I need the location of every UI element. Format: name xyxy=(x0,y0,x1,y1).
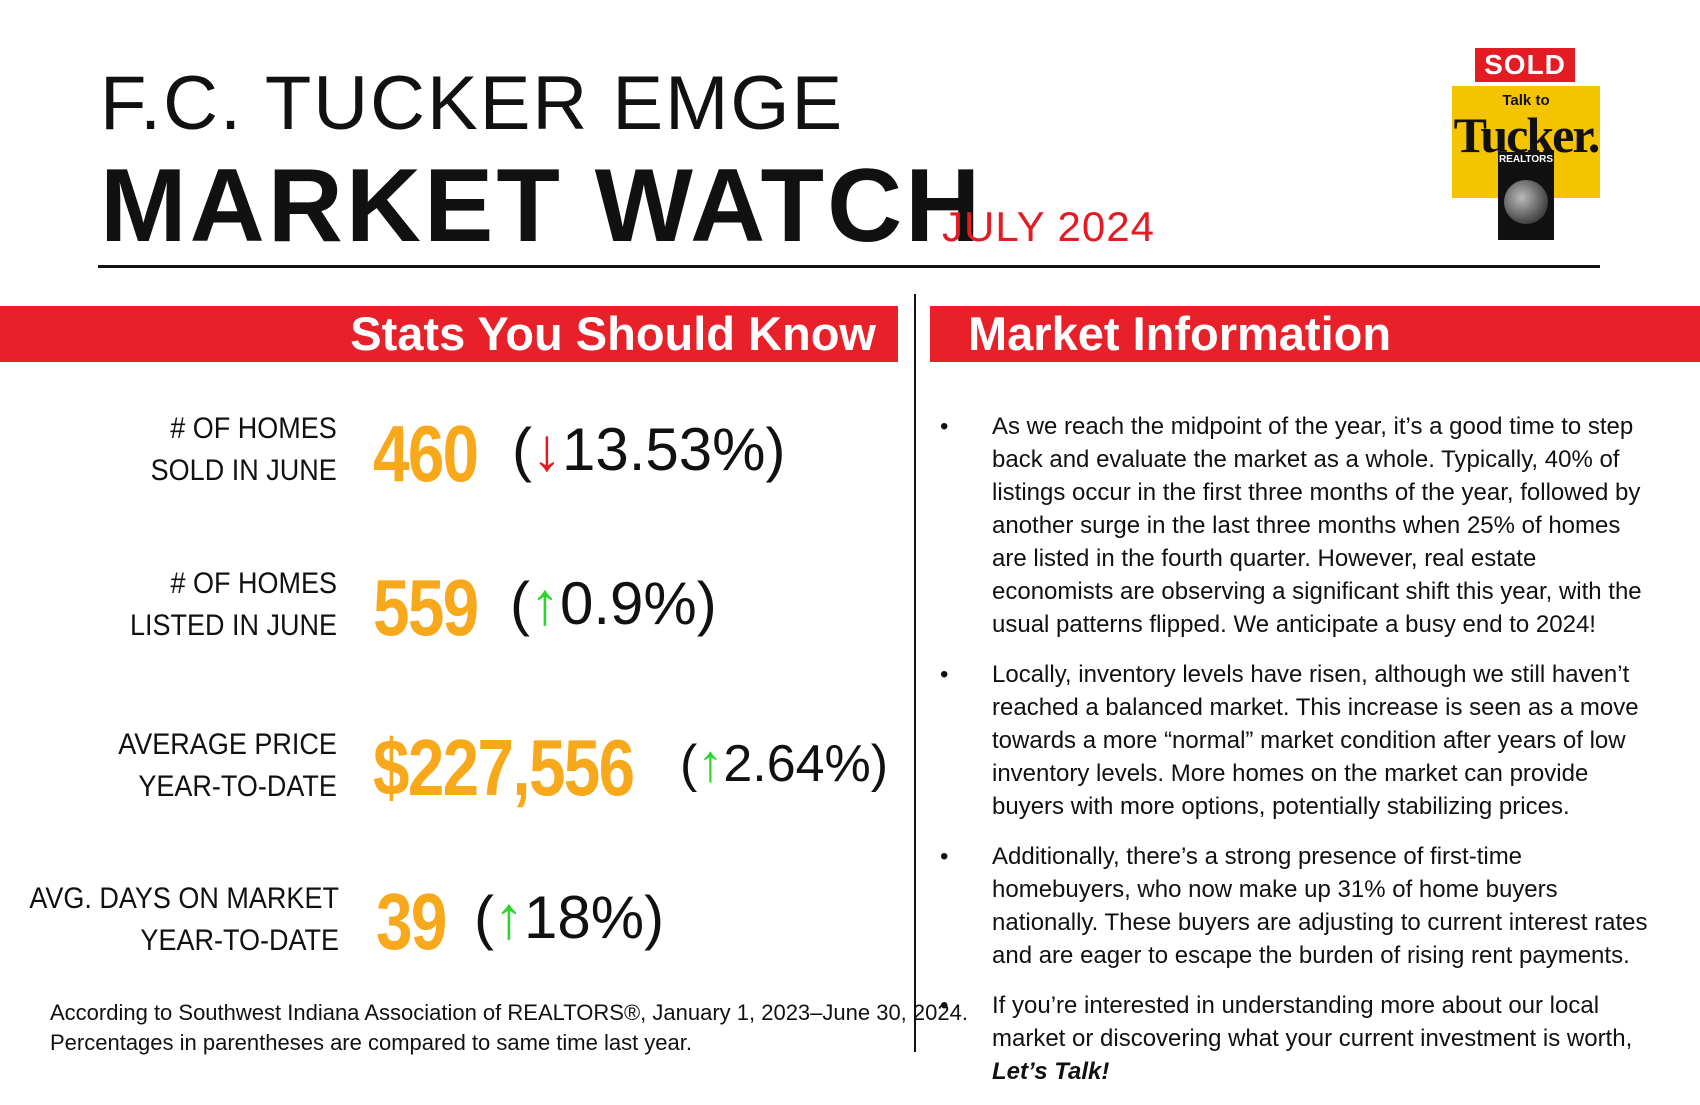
stat-label-line: AVERAGE PRICE xyxy=(118,728,337,761)
bullet: • xyxy=(940,661,949,688)
stat-label-average-price: AVERAGE PRICE YEAR-TO-DATE xyxy=(118,724,337,808)
stat-value-average-price: $227,556 xyxy=(373,723,635,812)
stats-section-header: Stats You Should Know xyxy=(0,306,898,362)
stat-value-homes-listed: 559 xyxy=(373,563,479,652)
arrow-up-icon: ↑ xyxy=(493,884,524,951)
arrow-up-icon: ↑ xyxy=(529,570,560,637)
stat-change-value: 0.9% xyxy=(559,570,697,637)
stat-change-days-on-market: (↑18%) xyxy=(474,884,665,951)
list-item: • If you’re interested in understanding m… xyxy=(940,989,1660,1088)
stats-section-title: Stats You Should Know xyxy=(350,307,876,360)
stat-label-days-on-market: AVG. DAYS ON MARKET YEAR-TO-DATE xyxy=(29,878,339,962)
bullet: • xyxy=(940,413,949,440)
stat-change-value: 2.64% xyxy=(723,735,871,793)
market-section-title: Market Information xyxy=(968,307,1392,360)
bullet: • xyxy=(940,992,949,1019)
stat-change-value: 13.53% xyxy=(561,416,766,483)
stat-label-homes-sold: # OF HOMES SOLD IN JUNE xyxy=(151,408,337,492)
footnote-line: Percentages in parentheses are compared … xyxy=(50,1030,693,1055)
bullet: • xyxy=(940,843,949,870)
market-info-list: • As we reach the midpoint of the year, i… xyxy=(940,410,1660,1105)
brand-name: F.C. TUCKER EMGE xyxy=(100,61,845,146)
source-footnote: According to Southwest Indiana Associati… xyxy=(50,998,968,1058)
issue-date: JULY 2024 xyxy=(942,203,1155,250)
lets-talk-callout: Let’s Talk! xyxy=(992,1058,1110,1085)
stat-label-line: # OF HOMES xyxy=(170,412,337,445)
stat-change-homes-sold: (↓13.53%) xyxy=(512,416,786,483)
stat-value-days-on-market: 39 xyxy=(376,877,447,966)
logo-talk-to: Talk to xyxy=(1502,92,1550,109)
sold-sign: SOLD xyxy=(1475,48,1575,82)
stat-label-line: # OF HOMES xyxy=(170,567,337,600)
list-item: • Locally, inventory levels have risen, a… xyxy=(940,658,1660,823)
page-title: MARKET WATCH xyxy=(100,148,984,264)
talk-to-tucker-logo: SOLD Talk to Tucker. REALTORS xyxy=(1452,48,1602,240)
stat-label-line: AVG. DAYS ON MARKET xyxy=(29,882,339,915)
list-item-text: Locally, inventory levels have risen, al… xyxy=(992,661,1639,820)
list-item-text: Additionally, there’s a strong presence … xyxy=(992,843,1648,969)
footnote-line: According to Southwest Indiana Associati… xyxy=(50,1000,968,1025)
stat-label-homes-listed: # OF HOMES LISTED IN JUNE xyxy=(130,563,337,647)
globe-icon xyxy=(1504,180,1548,224)
arrow-up-icon: ↑ xyxy=(697,735,724,793)
list-item-text: As we reach the midpoint of the year, it… xyxy=(992,413,1642,638)
list-item-text: If you’re interested in understanding mo… xyxy=(992,992,1633,1052)
stat-label-line: YEAR-TO-DATE xyxy=(138,770,337,803)
column-divider xyxy=(914,294,916,1052)
stat-change-homes-listed: (↑0.9%) xyxy=(510,570,717,637)
stat-change-average-price: (↑2.64%) xyxy=(680,735,889,793)
market-section-header: Market Information xyxy=(930,306,1700,362)
logo-realtors: REALTORS xyxy=(1498,154,1554,165)
list-item: • Additionally, there’s a strong presence… xyxy=(940,840,1660,972)
stat-label-line: SOLD IN JUNE xyxy=(150,454,337,487)
stat-change-value: 18% xyxy=(523,884,645,951)
list-item: • As we reach the midpoint of the year, i… xyxy=(940,410,1660,641)
stat-label-line: YEAR-TO-DATE xyxy=(140,924,339,957)
arrow-down-icon: ↓ xyxy=(531,416,562,483)
header-divider xyxy=(98,265,1600,268)
stat-value-homes-sold: 460 xyxy=(373,409,479,498)
stat-label-line: LISTED IN JUNE xyxy=(129,609,337,642)
